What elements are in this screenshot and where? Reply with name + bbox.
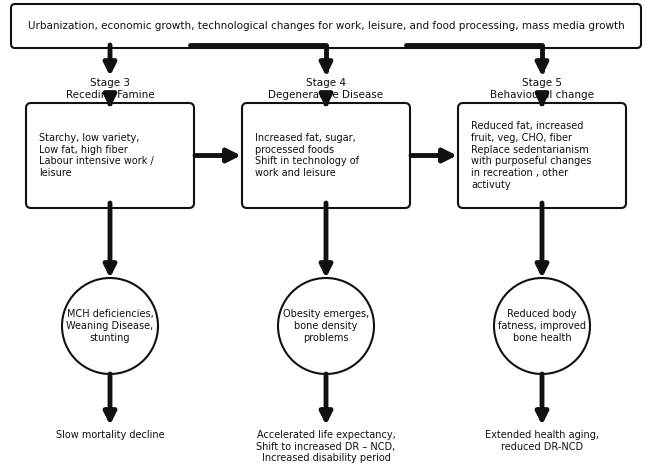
Circle shape [494, 278, 590, 374]
FancyBboxPatch shape [458, 103, 626, 208]
Text: Accelerated life expectancy,
Shift to increased DR – NCD,
Increased disability p: Accelerated life expectancy, Shift to in… [256, 430, 396, 463]
Text: Starchy, low variety,
Low fat, high fiber
Labour intensive work /
leisure: Starchy, low variety, Low fat, high fibe… [39, 133, 154, 178]
Text: Stage 3
Receding Famine: Stage 3 Receding Famine [66, 78, 155, 100]
Text: Stage 4
Degenerative Disease: Stage 4 Degenerative Disease [269, 78, 383, 100]
Text: Obesity emerges,
bone density
problems: Obesity emerges, bone density problems [283, 310, 369, 343]
Text: Increased fat, sugar,
processed foods
Shift in technology of
work and leisure: Increased fat, sugar, processed foods Sh… [255, 133, 359, 178]
Text: Reduced body
fatness, improved
bone health: Reduced body fatness, improved bone heal… [498, 310, 586, 343]
Text: Extended health aging,
reduced DR-NCD: Extended health aging, reduced DR-NCD [485, 430, 599, 452]
Text: MCH deficiencies,
Weaning Disease,
stunting: MCH deficiencies, Weaning Disease, stunt… [67, 310, 154, 343]
Text: Urbanization, economic growth, technological changes for work, leisure, and food: Urbanization, economic growth, technolog… [27, 21, 625, 31]
Circle shape [278, 278, 374, 374]
Text: Slow mortality decline: Slow mortality decline [55, 430, 164, 440]
Text: Stage 5
Behavioural change: Stage 5 Behavioural change [490, 78, 594, 100]
FancyBboxPatch shape [26, 103, 194, 208]
FancyBboxPatch shape [242, 103, 410, 208]
Text: Reduced fat, increased
fruit, veg, CHO, fiber
Replace sedentarianism
with purpos: Reduced fat, increased fruit, veg, CHO, … [471, 121, 591, 189]
Circle shape [62, 278, 158, 374]
FancyBboxPatch shape [11, 4, 641, 48]
